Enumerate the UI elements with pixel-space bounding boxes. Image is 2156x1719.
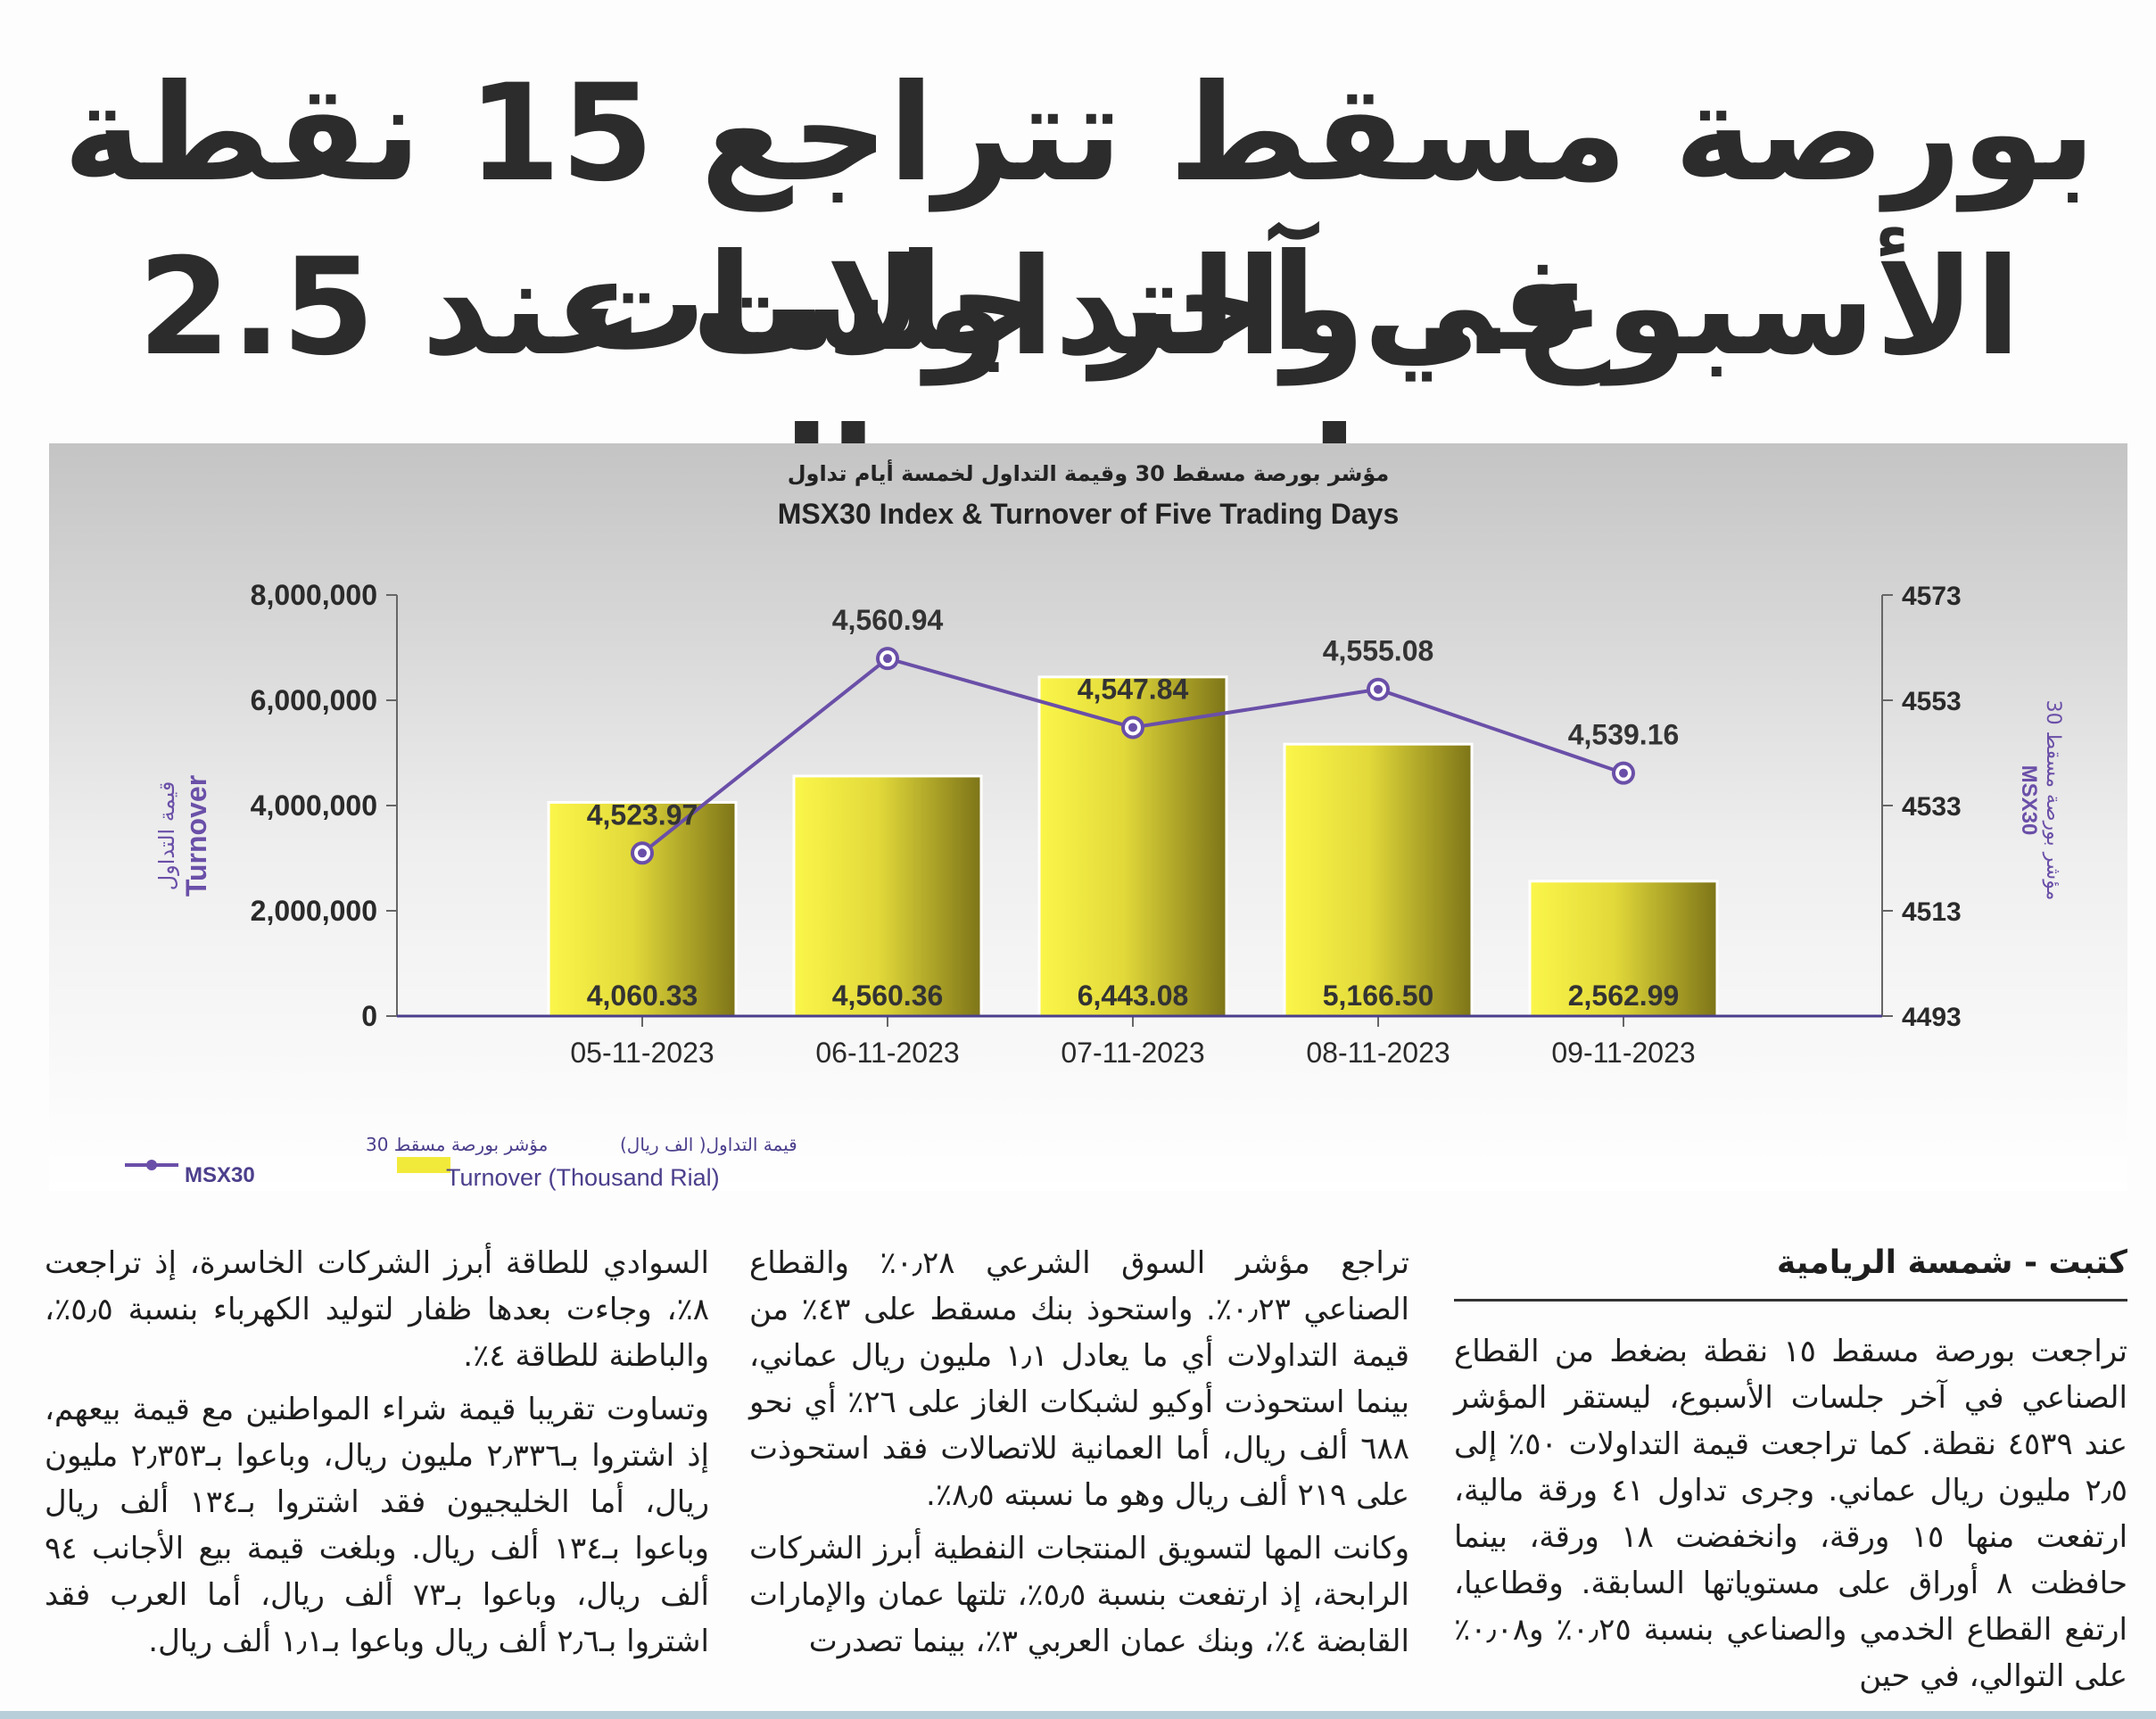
turnover-bar: [547, 800, 738, 1018]
line-value-label: 4,539.16: [1568, 719, 1680, 751]
legend-item-msx30: مؤشر بورصة مسقط 30 MSX30: [125, 1134, 548, 1187]
bar-value-label: 4,560.36: [832, 979, 944, 1012]
x-tick-label: 05-11-2023: [570, 1037, 714, 1069]
legend-bar-swatch: [397, 1157, 450, 1173]
line-series: [631, 647, 1635, 865]
line-value-label: 4,560.94: [832, 604, 944, 636]
article-column-3: السوادي للطاقة أبرز الشركات الخاسرة، إذ …: [45, 1240, 709, 1672]
legend-turnover-ar: قيمة التداول( الف ريال): [620, 1134, 797, 1155]
x-tick-label: 08-11-2023: [1306, 1037, 1450, 1069]
x-axis-ticks: 05-11-2023 06-11-2023 07-11-2023 08-11-2023…: [570, 1016, 1696, 1069]
turnover-bar: [792, 774, 983, 1018]
right-tick-label: 4493: [1902, 1003, 1962, 1032]
line-value-label: 4,547.84: [1078, 673, 1189, 705]
chart-panel: مؤشر بورصة مسقط 30 وقيمة التداول لخمسة أ…: [49, 443, 2127, 1191]
bar-value-label: 2,562.99: [1568, 979, 1680, 1012]
article-paragraph: السوادي للطاقة أبرز الشركات الخاسرة، إذ …: [45, 1245, 709, 1374]
bar-value-label: 5,166.50: [1323, 979, 1434, 1012]
bar-series: [547, 675, 1719, 1018]
turnover-bar: [1528, 880, 1719, 1018]
turnover-bar: [1037, 675, 1228, 1018]
x-tick-label: 07-11-2023: [1061, 1037, 1204, 1069]
article-paragraph: تراجع مؤشر السوق الشرعي ٠٫٢٨٪ والقطاع ال…: [749, 1245, 1410, 1513]
headline-line-2: الأسبوع.. والتداولات عند 2.5 مليون ريال: [137, 230, 2021, 555]
article-column-2: تراجع مؤشر السوق الشرعي ٠٫٢٨٪ والقطاع ال…: [749, 1240, 1409, 1672]
article-paragraph: تراجعت بورصة مسقط ١٥ نقطة بضغط من القطاع…: [1454, 1334, 2128, 1694]
msx30-point-core: [1374, 684, 1383, 694]
left-tick-label: 0: [361, 1000, 377, 1032]
right-tick-label: 4533: [1902, 792, 1962, 822]
line-value-label: 4,523.97: [587, 798, 698, 831]
msx30-turnover-chart: مؤشر بورصة مسقط 30 وقيمة التداول لخمسة أ…: [49, 443, 2127, 1191]
right-tick-label: 4553: [1902, 687, 1962, 716]
x-tick-label: 09-11-2023: [1551, 1037, 1695, 1069]
bar-value-labels: 4,060.33 4,560.36 6,443.08 5,166.50 2,562.99: [587, 979, 1680, 1012]
article-paragraph: وتساوت تقريبا قيمة شراء المواطنين مع قيم…: [45, 1392, 710, 1659]
legend-msx30-ar: مؤشر بورصة مسقط 30: [366, 1134, 548, 1155]
x-tick-label: 06-11-2023: [815, 1037, 959, 1069]
right-tick-label: 4513: [1902, 897, 1962, 927]
left-axis-ticks: 8,000,000 6,000,000 4,000,000 2,000,000 0: [251, 579, 397, 1032]
left-tick-label: 6,000,000: [251, 684, 377, 716]
legend-msx30-en: MSX30: [185, 1163, 255, 1187]
left-tick-label: 4,000,000: [251, 789, 377, 822]
legend-line-marker: [146, 1160, 157, 1170]
left-tick-label: 8,000,000: [251, 579, 377, 611]
legend: مؤشر بورصة مسقط 30 MSX30 قيمة التداول( ا…: [125, 1134, 797, 1191]
headline-line-1: بورصة مسقط تتراجع 15 نقطة في آخر جلسات: [62, 56, 2096, 381]
right-axis-label-en: MSX30: [2017, 765, 2041, 836]
bar-value-label: 6,443.08: [1078, 979, 1189, 1012]
right-axis-ticks: 4573 4553 4533 4513 4493: [1882, 582, 1962, 1032]
msx30-point-core: [638, 848, 647, 858]
turnover-bar: [1283, 742, 1474, 1018]
msx30-point-core: [1619, 768, 1628, 778]
bar-value-label: 4,060.33: [587, 979, 698, 1012]
legend-item-turnover: قيمة التداول( الف ريال) Turnover (Thousa…: [397, 1134, 797, 1191]
left-axis-label-en: Turnover: [180, 775, 212, 897]
legend-turnover-en: Turnover (Thousand Rial): [446, 1164, 720, 1191]
footer-bar: [0, 1711, 2156, 1719]
byline: كتبت - شمسة الريامية: [1454, 1240, 2127, 1302]
chart-title-en: MSX30 Index & Turnover of Five Trading D…: [778, 498, 1399, 530]
chart-title-ar: مؤشر بورصة مسقط 30 وقيمة التداول لخمسة أ…: [788, 459, 1390, 486]
msx30-point-core: [1128, 723, 1137, 732]
line-value-label: 4,555.08: [1323, 635, 1434, 667]
left-tick-label: 2,000,000: [251, 895, 377, 927]
msx30-point-core: [883, 654, 892, 664]
right-tick-label: 4573: [1902, 582, 1962, 611]
article-column-1: كتبت - شمسة الريامية تراجعت بورصة مسقط ١…: [1454, 1240, 2127, 1707]
article-paragraph: وكانت المها لتسويق المنتجات النفطية أبرز…: [749, 1531, 1409, 1659]
line-value-labels: 4,523.97 4,560.94 4,547.84 4,555.08 4,539.16: [587, 604, 1680, 831]
right-axis-label-ar: مؤشر بورصة مسقط 30: [2042, 700, 2064, 901]
left-axis-label-ar: قيمة التداول: [154, 781, 179, 891]
